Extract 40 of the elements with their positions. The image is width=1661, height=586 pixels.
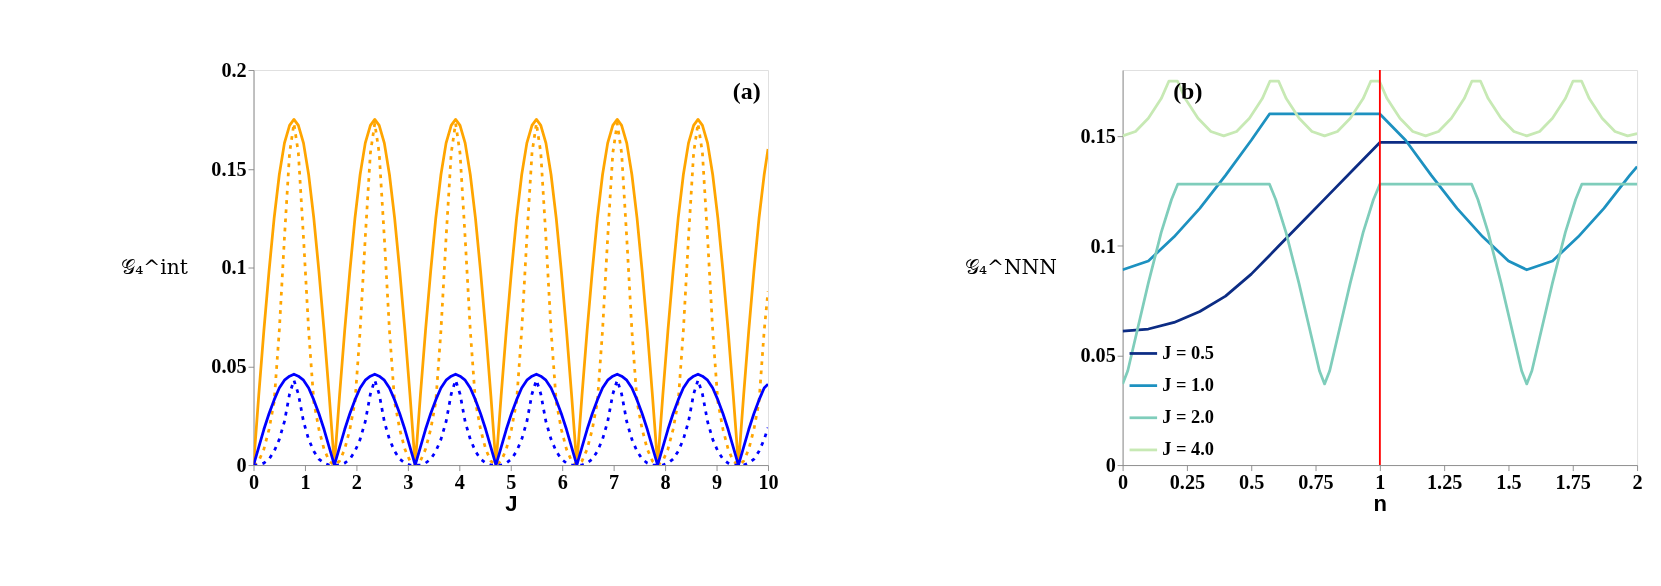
y-tick-label: 0.05 <box>211 355 247 378</box>
x-tick-label: 2 <box>351 470 362 493</box>
line-series <box>1122 79 1638 138</box>
x-tick-label: 0.5 <box>1239 470 1265 493</box>
legend-label: J = 0.5 <box>1162 342 1214 363</box>
x-tick-label: 10 <box>758 470 779 493</box>
y-tick-label: 0.15 <box>211 157 247 180</box>
x-tick-label: 5 <box>506 470 517 493</box>
line-series <box>1122 112 1638 272</box>
x-tick-label: 1.5 <box>1496 470 1522 493</box>
x-tick-label: 0.75 <box>1298 470 1334 493</box>
x-axis-title: n <box>1373 491 1388 517</box>
annotation: (b) <box>1173 77 1203 104</box>
y-tick-label: 0.2 <box>221 58 247 81</box>
y-tick-label: 0.15 <box>1080 124 1116 147</box>
legend-label: J = 2.0 <box>1162 407 1214 428</box>
y-tick-label: 0.1 <box>221 256 247 279</box>
y-tick-label: 0 <box>1105 453 1116 476</box>
x-axis-title: J <box>505 491 518 517</box>
legend-label: J = 4.0 <box>1162 439 1214 460</box>
x-tick-label: 9 <box>711 470 723 493</box>
annotation: (a) <box>732 77 761 104</box>
y-tick-label: 0.05 <box>1080 344 1116 367</box>
x-tick-label: 1.75 <box>1555 470 1591 493</box>
x-tick-label: 4 <box>454 470 465 493</box>
x-tick-label: 7 <box>609 470 620 493</box>
x-tick-label: 1 <box>1375 470 1386 493</box>
x-tick-label: 0.25 <box>1169 470 1206 493</box>
line-series <box>1122 141 1638 333</box>
x-tick-label: 6 <box>557 470 568 493</box>
y-axis-title: 𝒢₄^NNN <box>964 255 1057 280</box>
y-tick-label: 0 <box>236 453 247 476</box>
y-axis-title: 𝒢₄^int <box>121 255 188 280</box>
x-tick-label: 2 <box>1632 470 1643 493</box>
y-tick-label: 0.1 <box>1090 234 1116 257</box>
x-tick-label: 8 <box>660 470 671 493</box>
legend-label: J = 1.0 <box>1162 375 1214 396</box>
x-tick-label: 3 <box>403 470 414 493</box>
x-tick-label: 1 <box>300 470 311 493</box>
x-tick-label: 1.25 <box>1426 470 1463 493</box>
